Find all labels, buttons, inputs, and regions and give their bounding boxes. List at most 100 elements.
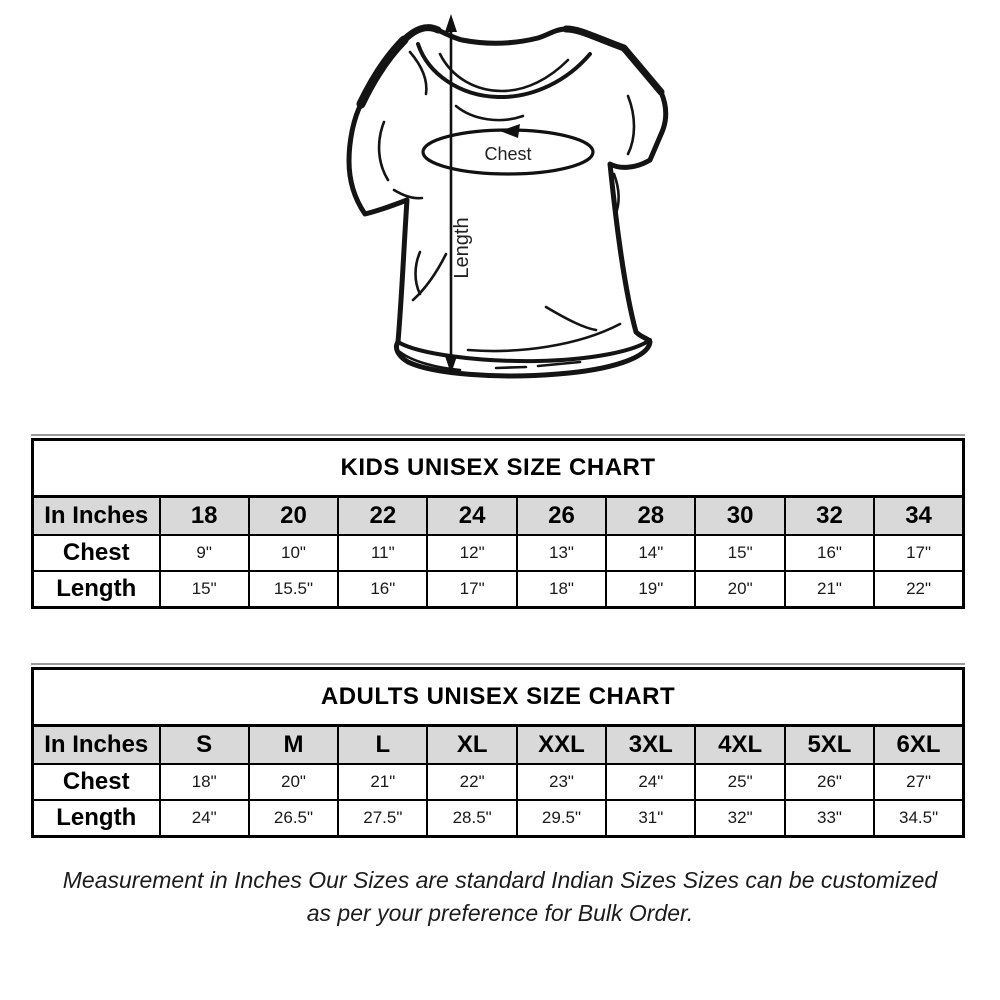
shoulder-seam-wrinkle — [408, 50, 428, 96]
right-sleeve-wrinkle — [626, 94, 636, 156]
row-label: Chest — [31, 763, 161, 801]
table-cell: 25" — [694, 763, 786, 801]
table-cell: 13" — [515, 534, 608, 572]
table-cell: 15.5" — [247, 570, 340, 609]
table-title: KIDS UNISEX SIZE CHART — [31, 438, 965, 498]
measurement-note: Measurement in Inches Our Sizes are stan… — [0, 864, 1000, 930]
table-cell: 27" — [873, 763, 965, 801]
length-label: Length — [451, 217, 473, 278]
collar-wrinkle — [454, 104, 525, 122]
table-cell: 18" — [158, 763, 250, 801]
hem-dash-1 — [494, 365, 528, 370]
table-cell: 33" — [783, 799, 876, 838]
column-header: 20 — [247, 495, 340, 536]
table-cell: 9" — [158, 534, 250, 572]
tshirt-hem-stroke — [406, 340, 652, 378]
left-sleeve-wrinkle — [377, 120, 390, 182]
column-header: 26 — [515, 495, 608, 536]
table-cell: 26.5" — [247, 799, 340, 838]
table-cell: 20" — [694, 570, 786, 609]
row-label: Length — [31, 570, 161, 609]
column-header: In Inches — [31, 495, 161, 536]
right-underarm-wrinkle — [612, 172, 620, 218]
tshirt-right-shoulder-stroke — [620, 44, 665, 96]
tshirt-shoulder-stroke — [356, 35, 409, 109]
column-header: 6XL — [873, 724, 965, 765]
table-cell: 16" — [337, 570, 429, 609]
collar-inner-line — [438, 52, 570, 93]
row-label: Length — [31, 799, 161, 838]
hem-top-line — [396, 338, 652, 364]
column-header: 3XL — [605, 724, 697, 765]
table-cell: 31" — [605, 799, 697, 838]
table-row: Chest 9" 10" 11" 12" 13" 14" 15" 16" 17" — [31, 534, 965, 572]
column-header: 24 — [426, 495, 518, 536]
left-sleeve-hem-wrinkle — [392, 188, 424, 200]
hem-wrinkle — [466, 322, 622, 353]
column-header: 22 — [337, 495, 429, 536]
row-label: Chest — [31, 534, 161, 572]
size-table: KIDS UNISEX SIZE CHART In Inches 18 20 22 24 2… — [31, 438, 965, 609]
table-cell: 22" — [426, 763, 518, 801]
length-cross-wrinkle — [411, 252, 448, 302]
table-cell: 23" — [515, 763, 608, 801]
table-row: Chest 18" 20" 21" 22" 23" 24" 25" 26" 27" — [31, 763, 965, 801]
table-cell: 15" — [158, 570, 250, 609]
table-cell: 11" — [337, 534, 429, 572]
table-cell: 19" — [605, 570, 697, 609]
column-header: 34 — [873, 495, 965, 536]
length-arrow-down-icon — [445, 356, 457, 374]
measurement-note-line1: Measurement in Inches Our Sizes are stan… — [62, 867, 938, 893]
hem-left-line — [398, 350, 462, 372]
table-title-row: ADULTS UNISEX SIZE CHART — [31, 667, 965, 727]
column-header: In Inches — [31, 724, 161, 765]
tshirt-diagram: Chest Length — [346, 14, 669, 379]
column-header: 30 — [694, 495, 786, 536]
table-cell: 14" — [605, 534, 697, 572]
tshirt-neck-stroke — [562, 25, 628, 52]
column-header: L — [337, 724, 429, 765]
measurement-note-line2: as per your preference for Bulk Order. — [306, 900, 694, 926]
column-header: 28 — [605, 495, 697, 536]
column-header: M — [247, 724, 340, 765]
table-cell: 27.5" — [337, 799, 429, 838]
table-cell: 16" — [783, 534, 876, 572]
kids-size-chart: KIDS UNISEX SIZE CHART In Inches 18 20 22 24 2… — [31, 434, 965, 609]
column-header: 18 — [158, 495, 250, 536]
table-title: ADULTS UNISEX SIZE CHART — [31, 667, 965, 727]
table-cell: 10" — [247, 534, 340, 572]
table-cell: 21" — [337, 763, 429, 801]
chest-arrow-icon — [500, 124, 520, 138]
table-cell: 21" — [783, 570, 876, 609]
column-header: S — [158, 724, 250, 765]
table-cell: 12" — [426, 534, 518, 572]
column-header: 4XL — [694, 724, 786, 765]
table-cell: 15" — [694, 534, 786, 572]
left-body-wrinkle — [414, 250, 422, 296]
table-row: Length 15" 15.5" 16" 17" 18" 19" 20" 21" 22" — [31, 570, 965, 609]
tshirt-left-neck-stroke — [400, 24, 442, 44]
table-header-row: In Inches 18 20 22 24 26 28 30 32 34 — [31, 495, 965, 536]
table-cell: 17" — [426, 570, 518, 609]
column-header: XL — [426, 724, 518, 765]
table-cell: 26" — [783, 763, 876, 801]
column-header: 32 — [783, 495, 876, 536]
table-cell: 34.5" — [873, 799, 965, 838]
table-row: Length 24" 26.5" 27.5" 28.5" 29.5" 31" 32" 33" 34… — [31, 799, 965, 838]
chest-label: Chest — [484, 144, 531, 164]
table-cell: 22" — [873, 570, 965, 609]
length-arrow-up-icon — [445, 14, 457, 32]
right-body-wrinkle — [544, 305, 598, 332]
table-cell: 24" — [605, 763, 697, 801]
table-cell: 29.5" — [515, 799, 608, 838]
column-header: XXL — [515, 724, 608, 765]
table-cell: 17" — [873, 534, 965, 572]
table-title-row: KIDS UNISEX SIZE CHART — [31, 438, 965, 498]
table-cell: 18" — [515, 570, 608, 609]
size-table: ADULTS UNISEX SIZE CHART In Inches S M L XL XX… — [31, 667, 965, 838]
table-cell: 20" — [247, 763, 340, 801]
column-header: 5XL — [783, 724, 876, 765]
table-cell: 28.5" — [426, 799, 518, 838]
table-cell: 32" — [694, 799, 786, 838]
